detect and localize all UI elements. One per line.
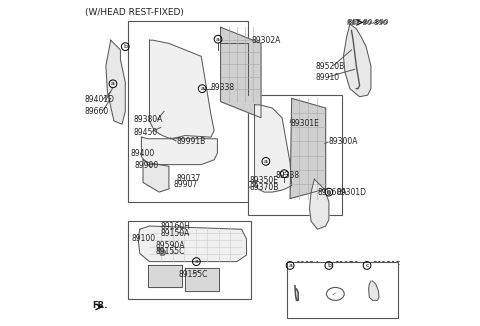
Text: 89150A: 89150A [161, 229, 190, 238]
Polygon shape [148, 265, 182, 288]
Polygon shape [143, 160, 169, 192]
Text: a: a [288, 263, 292, 268]
Text: a: a [200, 86, 204, 91]
Polygon shape [369, 281, 379, 300]
Polygon shape [106, 40, 125, 124]
Text: 00824: 00824 [296, 261, 320, 270]
FancyBboxPatch shape [287, 261, 398, 318]
Text: a: a [111, 81, 115, 86]
Text: FR.: FR. [92, 301, 108, 310]
Text: 89338: 89338 [276, 171, 300, 180]
Text: a: a [216, 37, 220, 42]
Text: 89900: 89900 [135, 161, 159, 170]
Text: 89338: 89338 [211, 82, 235, 92]
Polygon shape [138, 226, 246, 261]
Polygon shape [310, 179, 329, 229]
Polygon shape [290, 98, 325, 199]
Text: 89400: 89400 [130, 149, 155, 158]
Text: a: a [264, 159, 268, 164]
Text: (W/HEAD REST-FIXED): (W/HEAD REST-FIXED) [85, 8, 184, 17]
Polygon shape [157, 249, 166, 255]
Text: a: a [194, 259, 198, 264]
Polygon shape [185, 268, 219, 291]
Text: 89302A: 89302A [252, 36, 281, 45]
Text: 89300A: 89300A [329, 138, 359, 146]
FancyBboxPatch shape [248, 95, 342, 215]
Polygon shape [149, 40, 214, 139]
Text: c: c [365, 263, 369, 268]
Text: 89155C: 89155C [156, 247, 185, 256]
Polygon shape [142, 137, 217, 165]
Text: 89660: 89660 [85, 107, 109, 116]
Text: 89160H: 89160H [161, 222, 191, 230]
Polygon shape [221, 27, 261, 118]
Text: 89401D: 89401D [85, 96, 115, 104]
FancyBboxPatch shape [129, 21, 248, 202]
Polygon shape [343, 24, 371, 97]
Text: b: b [123, 44, 127, 49]
Text: 89121F: 89121F [373, 261, 401, 270]
Text: 89301D: 89301D [337, 187, 367, 197]
Polygon shape [254, 105, 292, 192]
Text: 89100: 89100 [132, 234, 156, 244]
Text: 89155C: 89155C [179, 270, 208, 279]
Text: c: c [283, 171, 286, 176]
Text: 89590A: 89590A [156, 241, 185, 250]
Text: 89370B: 89370B [250, 183, 279, 192]
Text: 89380A: 89380A [133, 115, 163, 124]
Text: REF 80-890: REF 80-890 [347, 20, 387, 26]
Text: 89037: 89037 [177, 174, 201, 183]
Text: 89076: 89076 [335, 261, 359, 270]
Text: a: a [327, 190, 331, 195]
Text: REF 80-890: REF 80-890 [348, 20, 389, 25]
Text: b: b [327, 263, 331, 268]
Text: 89350E: 89350E [250, 176, 279, 185]
Text: 89301E: 89301E [290, 119, 319, 128]
Text: 89907: 89907 [174, 181, 198, 189]
Text: 89991B: 89991B [177, 138, 206, 146]
Text: 89450: 89450 [133, 128, 157, 137]
Text: 89520B: 89520B [316, 62, 345, 70]
Text: 89660A: 89660A [318, 187, 347, 197]
FancyBboxPatch shape [129, 221, 252, 299]
Text: 89910: 89910 [316, 73, 340, 82]
